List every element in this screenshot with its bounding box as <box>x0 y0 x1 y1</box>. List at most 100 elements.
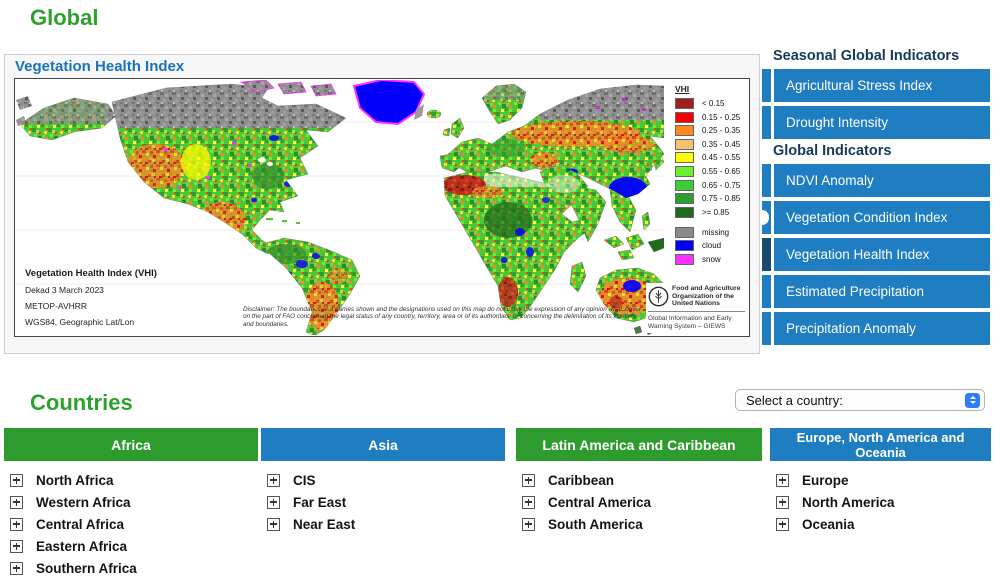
legend-swatch <box>675 125 694 137</box>
legend-item: 0.15 - 0.25 <box>675 111 747 123</box>
map-disclaimer: Disclaimer: The boundaries and names sho… <box>243 305 642 329</box>
map-info-projection: WGS84, Geographic Lat/Lon <box>25 317 135 327</box>
map-panel-title: Vegetation Health Index <box>15 58 185 75</box>
expand-plus-icon[interactable] <box>267 473 280 487</box>
sidebar-strip <box>762 69 771 102</box>
region-item-southern-africa[interactable]: Southern Africa <box>4 557 258 579</box>
map-legend: VHI < 0.15 0.15 - 0.25 0.25 - 0.35 0.35 … <box>675 84 747 268</box>
world-map-graphic <box>16 80 664 335</box>
sidebar-row-agricultural-stress-index: Agricultural Stress Index <box>762 69 990 102</box>
indicator-sidebar: Seasonal Global Indicators Agricultural … <box>762 48 990 349</box>
sidebar-strip <box>762 106 771 139</box>
expand-plus-icon[interactable] <box>267 495 280 509</box>
legend-item: cloud <box>675 240 747 252</box>
region-column-latin-america: Latin America and Caribbean Caribbean Ce… <box>516 428 762 535</box>
expand-plus-icon[interactable] <box>10 473 23 487</box>
button-vegetation-condition-index[interactable]: Vegetation Condition Index <box>774 201 990 234</box>
map-info-block: Vegetation Health Index (VHI) Dekad 3 Ma… <box>25 268 157 327</box>
region-item-western-africa[interactable]: Western Africa <box>4 491 258 513</box>
legend-item: snow <box>675 253 747 265</box>
legend-swatch <box>675 111 694 123</box>
expand-plus-icon[interactable] <box>522 473 535 487</box>
country-select-placeholder: Select a country: <box>746 392 843 408</box>
legend-swatch <box>675 226 694 238</box>
region-header-africa: Africa <box>4 428 258 461</box>
expand-plus-icon[interactable] <box>10 539 23 553</box>
region-item-north-africa[interactable]: North Africa <box>4 469 258 491</box>
region-item-europe[interactable]: Europe <box>770 469 991 491</box>
sidebar-row-ndvi-anomaly: NDVI Anomaly <box>762 164 990 197</box>
sidebar-row-precipitation-anomaly: Precipitation Anomaly <box>762 312 990 345</box>
legend-item: missing <box>675 226 747 238</box>
sidebar-strip <box>762 201 771 234</box>
country-select-dropdown[interactable]: Select a country: <box>735 389 985 411</box>
legend-item: 0.55 - 0.65 <box>675 165 747 177</box>
region-item-far-east[interactable]: Far East <box>261 491 505 513</box>
sidebar-strip <box>762 275 771 308</box>
map-info-sensor: METOP-AVHRR <box>25 301 88 311</box>
sidebar-strip-selected <box>762 238 771 271</box>
region-column-asia: Asia CIS Far East Near East <box>261 428 505 535</box>
expand-plus-icon[interactable] <box>776 473 789 487</box>
expand-plus-icon[interactable] <box>776 517 789 531</box>
sidebar-row-drought-intensity: Drought Intensity <box>762 106 990 139</box>
region-item-central-america[interactable]: Central America <box>516 491 762 513</box>
fao-credits-block: Food and Agriculture Organization of the… <box>646 283 747 333</box>
region-item-caribbean[interactable]: Caribbean <box>516 469 762 491</box>
legend-item: 0.45 - 0.55 <box>675 152 747 164</box>
sidebar-row-estimated-precipitation: Estimated Precipitation <box>762 275 990 308</box>
sidebar-row-vegetation-condition-index: Vegetation Condition Index <box>762 201 990 234</box>
legend-swatch <box>675 152 694 164</box>
legend-title: VHI <box>675 84 690 94</box>
legend-swatch <box>675 193 694 205</box>
page-title-global: Global <box>30 5 99 30</box>
region-item-north-america[interactable]: North America <box>770 491 991 513</box>
legend-swatch <box>675 253 694 265</box>
legend-item: 0.75 - 0.85 <box>675 193 747 205</box>
button-drought-intensity[interactable]: Drought Intensity <box>774 106 990 139</box>
expand-plus-icon[interactable] <box>776 495 789 509</box>
legend-swatch <box>675 165 694 177</box>
button-ndvi-anomaly[interactable]: NDVI Anomaly <box>774 164 990 197</box>
button-vegetation-health-index[interactable]: Vegetation Health Index <box>774 238 990 271</box>
sidebar-strip <box>762 164 771 197</box>
fao-org-text: Food and Agriculture Organization of the… <box>672 285 741 308</box>
region-item-south-america[interactable]: South America <box>516 513 762 535</box>
region-item-central-africa[interactable]: Central Africa <box>4 513 258 535</box>
button-estimated-precipitation[interactable]: Estimated Precipitation <box>774 275 990 308</box>
region-column-africa: Africa North Africa Western Africa Centr… <box>4 428 258 579</box>
sidebar-row-vegetation-health-index: Vegetation Health Index <box>762 238 990 271</box>
region-header-europe-na-oceania: Europe, North America and Oceania <box>770 428 991 461</box>
sidebar-section-title-seasonal: Seasonal Global Indicators <box>773 48 960 64</box>
legend-swatch <box>675 98 694 109</box>
legend-item: < 0.15 <box>675 98 747 109</box>
expand-plus-icon[interactable] <box>10 561 23 575</box>
select-stepper-icon <box>965 392 980 408</box>
legend-swatch <box>675 179 694 191</box>
legend-item: 0.25 - 0.35 <box>675 125 747 137</box>
expand-plus-icon[interactable] <box>10 517 23 531</box>
legend-item: 0.35 - 0.45 <box>675 138 747 150</box>
sidebar-section-title-global: Global Indicators <box>773 143 892 159</box>
region-header-asia: Asia <box>261 428 505 461</box>
expand-plus-icon[interactable] <box>522 517 535 531</box>
giews-text: Global Information and Early Warning Sys… <box>648 315 732 330</box>
expand-plus-icon[interactable] <box>267 517 280 531</box>
region-header-latin-america: Latin America and Caribbean <box>516 428 762 461</box>
button-agricultural-stress-index[interactable]: Agricultural Stress Index <box>774 69 990 102</box>
region-item-near-east[interactable]: Near East <box>261 513 505 535</box>
vhi-map: VHI < 0.15 0.15 - 0.25 0.25 - 0.35 0.35 … <box>14 78 750 337</box>
map-info-title: Vegetation Health Index (VHI) <box>25 268 157 279</box>
region-item-cis[interactable]: CIS <box>261 469 505 491</box>
region-item-oceania[interactable]: Oceania <box>770 513 991 535</box>
expand-plus-icon[interactable] <box>10 495 23 509</box>
legend-swatch <box>675 240 694 252</box>
fao-logo-icon <box>648 286 669 307</box>
legend-swatch <box>675 206 694 218</box>
button-precipitation-anomaly[interactable]: Precipitation Anomaly <box>774 312 990 345</box>
legend-swatch <box>675 138 694 150</box>
map-panel: Vegetation Health Index <box>4 54 760 354</box>
region-item-eastern-africa[interactable]: Eastern Africa <box>4 535 258 557</box>
expand-plus-icon[interactable] <box>522 495 535 509</box>
